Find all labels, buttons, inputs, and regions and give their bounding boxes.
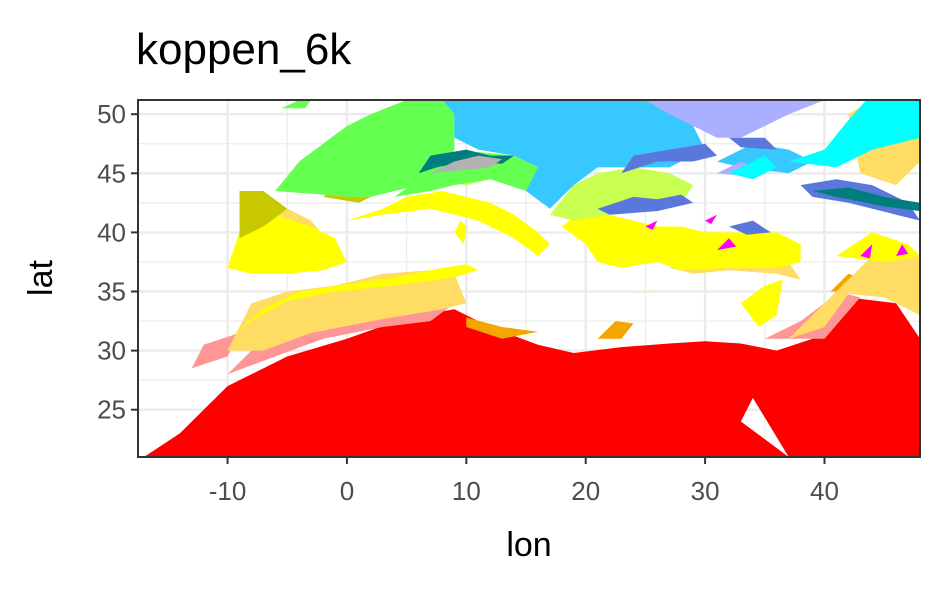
chart-title: koppen_6k <box>136 25 352 74</box>
region-dsa-44 <box>860 244 873 259</box>
x-tick-label: 0 <box>340 476 354 506</box>
region-csa-20 <box>633 288 658 294</box>
region-dsc-31 <box>645 100 825 138</box>
region-dsa-47 <box>645 220 658 230</box>
x-tick-label: 30 <box>691 476 720 506</box>
region-dfc-41 <box>812 187 920 212</box>
region-et-42 <box>430 155 503 174</box>
region-dwb-37 <box>729 220 771 235</box>
region-csb-22 <box>239 191 288 239</box>
region-dsa-43 <box>705 214 717 225</box>
region-dwb-35 <box>597 194 694 215</box>
region-csa-15 <box>227 264 479 339</box>
x-tick-label: 20 <box>571 476 600 506</box>
y-tick-label: 50 <box>97 99 126 129</box>
y-tick-label: 40 <box>97 217 126 247</box>
y-axis: 25 30 35 40 45 50 <box>97 99 138 425</box>
x-tick-label: -10 <box>209 476 247 506</box>
region-cfb-26 <box>275 100 455 197</box>
region-cfb-28 <box>281 100 312 109</box>
region-bwh-1 <box>740 347 825 457</box>
panel-border <box>137 99 921 458</box>
region-csa-19 <box>740 279 783 327</box>
region-bsk-11 <box>788 256 920 339</box>
region-dfa-38 <box>788 100 920 168</box>
region-cfb-27 <box>394 152 550 197</box>
x-axis: -10 0 10 20 30 40 <box>209 457 839 506</box>
region-bsh-6 <box>597 321 634 339</box>
plot-panel <box>137 99 921 458</box>
region-dsa-46 <box>896 244 909 256</box>
region-csa-17 <box>454 220 467 245</box>
x-axis-title: lon <box>506 526 551 564</box>
region-dfb-29 <box>442 100 706 209</box>
y-axis-title: lat <box>22 259 60 295</box>
y-tick-label: 25 <box>97 395 126 425</box>
region-dfa-39 <box>729 155 777 180</box>
region-csa-16 <box>346 191 550 256</box>
x-tick-label: 40 <box>810 476 839 506</box>
region-dsa-45 <box>717 238 737 251</box>
y-tick-label: 35 <box>97 277 126 307</box>
y-tick-label: 30 <box>97 336 126 366</box>
y-tick-label: 45 <box>97 158 126 188</box>
region-bwh-0 <box>144 297 920 457</box>
region-bsk-8 <box>227 270 467 351</box>
region-dwb-33 <box>621 143 717 174</box>
region-csa-18 <box>561 208 801 271</box>
x-tick-label: 10 <box>452 476 481 506</box>
region-bwk-4 <box>191 332 240 369</box>
region-dwb-34 <box>729 137 777 150</box>
region-bsh-5 <box>466 317 538 339</box>
climate-regions <box>144 100 920 457</box>
region-bwk-2 <box>227 303 455 375</box>
region-cfa-25 <box>549 167 694 221</box>
